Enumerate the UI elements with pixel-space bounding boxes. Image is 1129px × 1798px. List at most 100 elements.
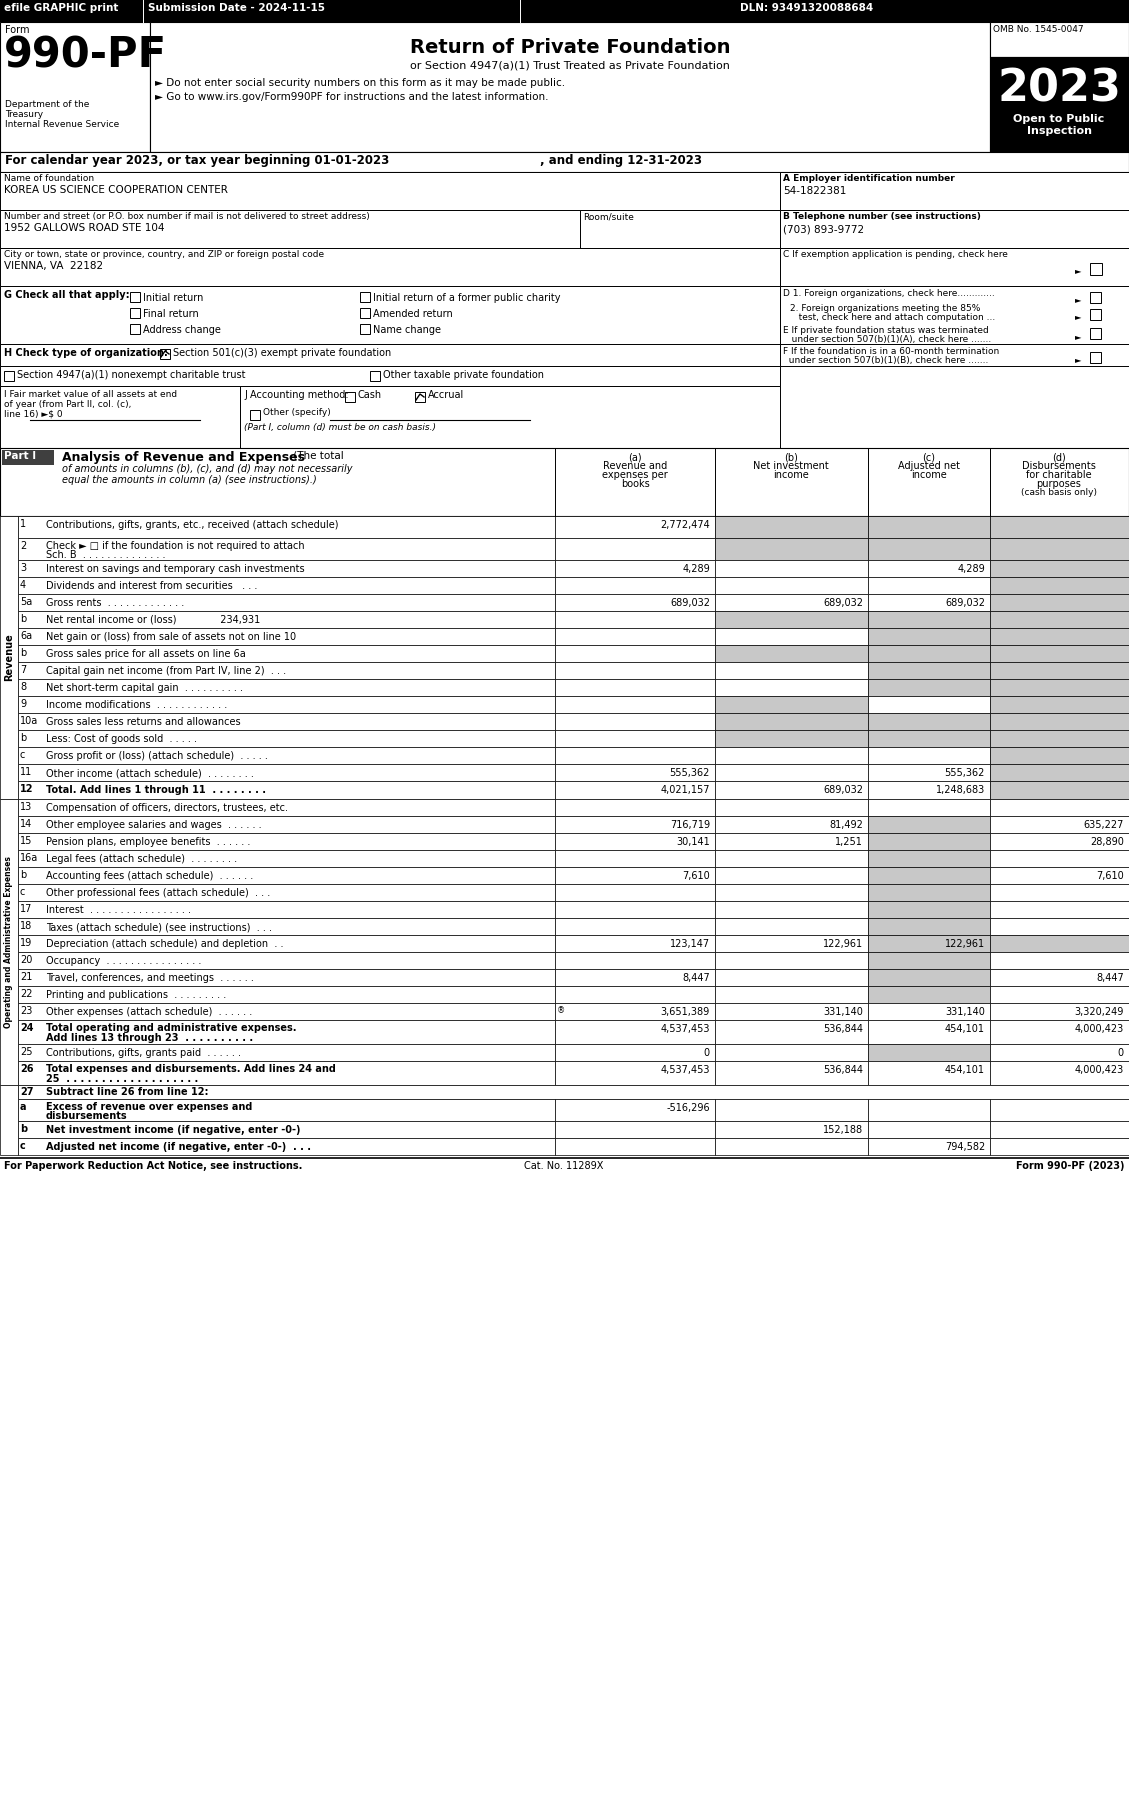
Bar [990,746,1129,764]
Text: Revenue and: Revenue and [603,460,667,471]
Bar [715,577,868,593]
Text: under section 507(b)(1)(A), check here .......: under section 507(b)(1)(A), check here .… [784,334,991,343]
Bar [18,1061,555,1084]
Bar [5,370,14,381]
Text: I Fair market value of all assets at end: I Fair market value of all assets at end [5,390,177,399]
Bar [18,885,555,901]
Bar [555,1138,715,1154]
Bar [715,746,868,764]
Text: 7,610: 7,610 [1096,870,1124,881]
Text: ► Do not enter social security numbers on this form as it may be made public.: ► Do not enter social security numbers o… [155,77,566,88]
Bar [715,538,868,559]
Text: Contributions, gifts, grants paid  . . . . . .: Contributions, gifts, grants paid . . . … [46,1048,240,1057]
Text: (cash basis only): (cash basis only) [1021,487,1097,496]
Text: 30,141: 30,141 [676,838,710,847]
Bar [868,611,990,628]
Bar [990,714,1129,730]
Text: 1: 1 [20,520,26,529]
Bar [555,714,715,730]
Text: 11: 11 [20,768,33,777]
Text: 25  . . . . . . . . . . . . . . . . . . .: 25 . . . . . . . . . . . . . . . . . . . [46,1073,199,1084]
Text: 716,719: 716,719 [669,820,710,831]
Bar [715,1003,868,1019]
Text: Other employee salaries and wages  . . . . . .: Other employee salaries and wages . . . … [46,820,262,831]
Bar [580,210,780,248]
Text: Printing and publications  . . . . . . . . .: Printing and publications . . . . . . . … [46,991,226,1000]
Bar [990,1061,1129,1084]
Text: For Paperwork Reduction Act Notice, see instructions.: For Paperwork Reduction Act Notice, see … [5,1162,303,1170]
Text: OMB No. 1545-0047: OMB No. 1545-0047 [994,25,1084,34]
Text: 555,362: 555,362 [945,768,984,779]
Bar [18,1120,555,1138]
Text: 689,032: 689,032 [945,599,984,608]
Text: Income modifications  . . . . . . . . . . . .: Income modifications . . . . . . . . . .… [46,699,227,710]
Text: 123,147: 123,147 [669,939,710,949]
Text: 536,844: 536,844 [823,1064,863,1075]
Text: Disbursements: Disbursements [1022,460,1096,471]
Text: Less: Cost of goods sold  . . . . .: Less: Cost of goods sold . . . . . [46,734,196,744]
Bar [0,22,150,153]
Bar [868,577,990,593]
Bar [18,516,555,538]
Bar [18,1099,555,1120]
Bar [18,935,555,951]
Bar [0,0,1129,22]
Bar [868,746,990,764]
Bar [555,730,715,746]
Text: B Telephone number (see instructions): B Telephone number (see instructions) [784,212,981,221]
Bar [555,696,715,714]
Text: 689,032: 689,032 [669,599,710,608]
Bar [990,58,1129,153]
Text: 4,289: 4,289 [957,565,984,574]
Text: Pension plans, employee benefits  . . . . . .: Pension plans, employee benefits . . . .… [46,838,251,847]
Bar [555,951,715,969]
Text: 17: 17 [20,904,33,913]
Text: Interest  . . . . . . . . . . . . . . . . .: Interest . . . . . . . . . . . . . . . .… [46,904,191,915]
Bar [555,832,715,850]
Text: Treasury: Treasury [5,110,43,119]
Text: 6a: 6a [20,631,32,642]
Text: b: b [20,647,26,658]
Text: 13: 13 [20,802,33,813]
Bar [555,850,715,867]
Bar [990,985,1129,1003]
Bar [360,291,370,302]
Bar [868,1138,990,1154]
Text: KOREA US SCIENCE COOPERATION CENTER: KOREA US SCIENCE COOPERATION CENTER [5,185,228,194]
Text: 2. Foreign organizations meeting the 85%: 2. Foreign organizations meeting the 85% [790,304,980,313]
Bar [18,798,555,816]
Text: Gross sales price for all assets on line 6a: Gross sales price for all assets on line… [46,649,246,660]
Bar [990,696,1129,714]
Bar [555,1045,715,1061]
Text: Legal fees (attach schedule)  . . . . . . . .: Legal fees (attach schedule) . . . . . .… [46,854,237,865]
Bar [18,901,555,919]
Text: 331,140: 331,140 [823,1007,863,1018]
Text: Other professional fees (attach schedule)  . . .: Other professional fees (attach schedule… [46,888,270,897]
Text: 454,101: 454,101 [945,1025,984,1034]
Bar [240,387,780,448]
Text: Adjusted net income (if negative, enter -0-)  . . .: Adjusted net income (if negative, enter … [46,1142,310,1153]
Bar [990,832,1129,850]
Text: 122,961: 122,961 [945,939,984,949]
Bar [18,538,555,559]
Bar [990,662,1129,680]
Text: Gross sales less returns and allowances: Gross sales less returns and allowances [46,717,240,726]
Bar [1089,291,1101,304]
Text: Total. Add lines 1 through 11  . . . . . . . .: Total. Add lines 1 through 11 . . . . . … [46,786,266,795]
Bar [715,593,868,611]
Bar [990,935,1129,951]
Bar [18,832,555,850]
Text: 4,537,453: 4,537,453 [660,1025,710,1034]
Bar [715,645,868,662]
Bar [990,611,1129,628]
Bar [360,324,370,334]
Bar [18,559,555,577]
Text: 2,772,474: 2,772,474 [660,520,710,530]
Bar [780,173,1129,210]
Bar [868,696,990,714]
Bar [990,559,1129,577]
Bar [18,816,555,832]
Bar [555,746,715,764]
Text: 0: 0 [1118,1048,1124,1057]
Bar [555,935,715,951]
